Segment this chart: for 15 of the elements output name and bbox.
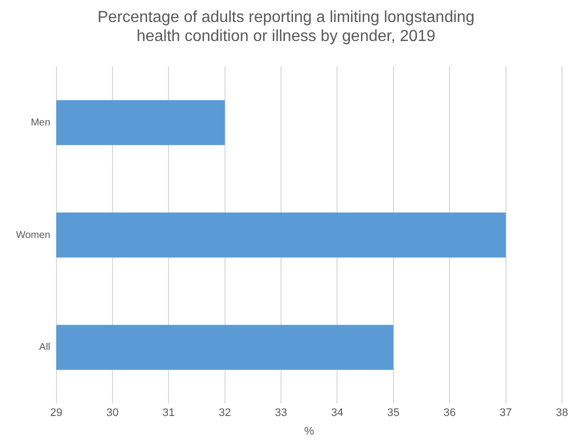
x-tick-label: 29 (50, 407, 62, 420)
y-tick-label: Women (16, 230, 50, 241)
x-tick-label: 30 (106, 407, 119, 420)
x-tick-label: 32 (218, 407, 231, 420)
x-tick-label: 35 (387, 407, 400, 420)
x-tick-label: 33 (274, 407, 288, 420)
chart-title: Percentage of adults reporting a limiting longstanding health condition or illness by gender, 2019 (97, 9, 475, 46)
x-tick-label: 37 (500, 407, 512, 420)
x-tick-label: 31 (162, 407, 175, 420)
x-tick-label: 34 (331, 407, 344, 420)
x-tick-label: 36 (443, 407, 456, 420)
y-tick-label: All (39, 342, 50, 354)
x-tick-label: 38 (556, 407, 568, 420)
y-tick-label: Men (30, 117, 50, 128)
x-axis-title: % (304, 425, 314, 438)
